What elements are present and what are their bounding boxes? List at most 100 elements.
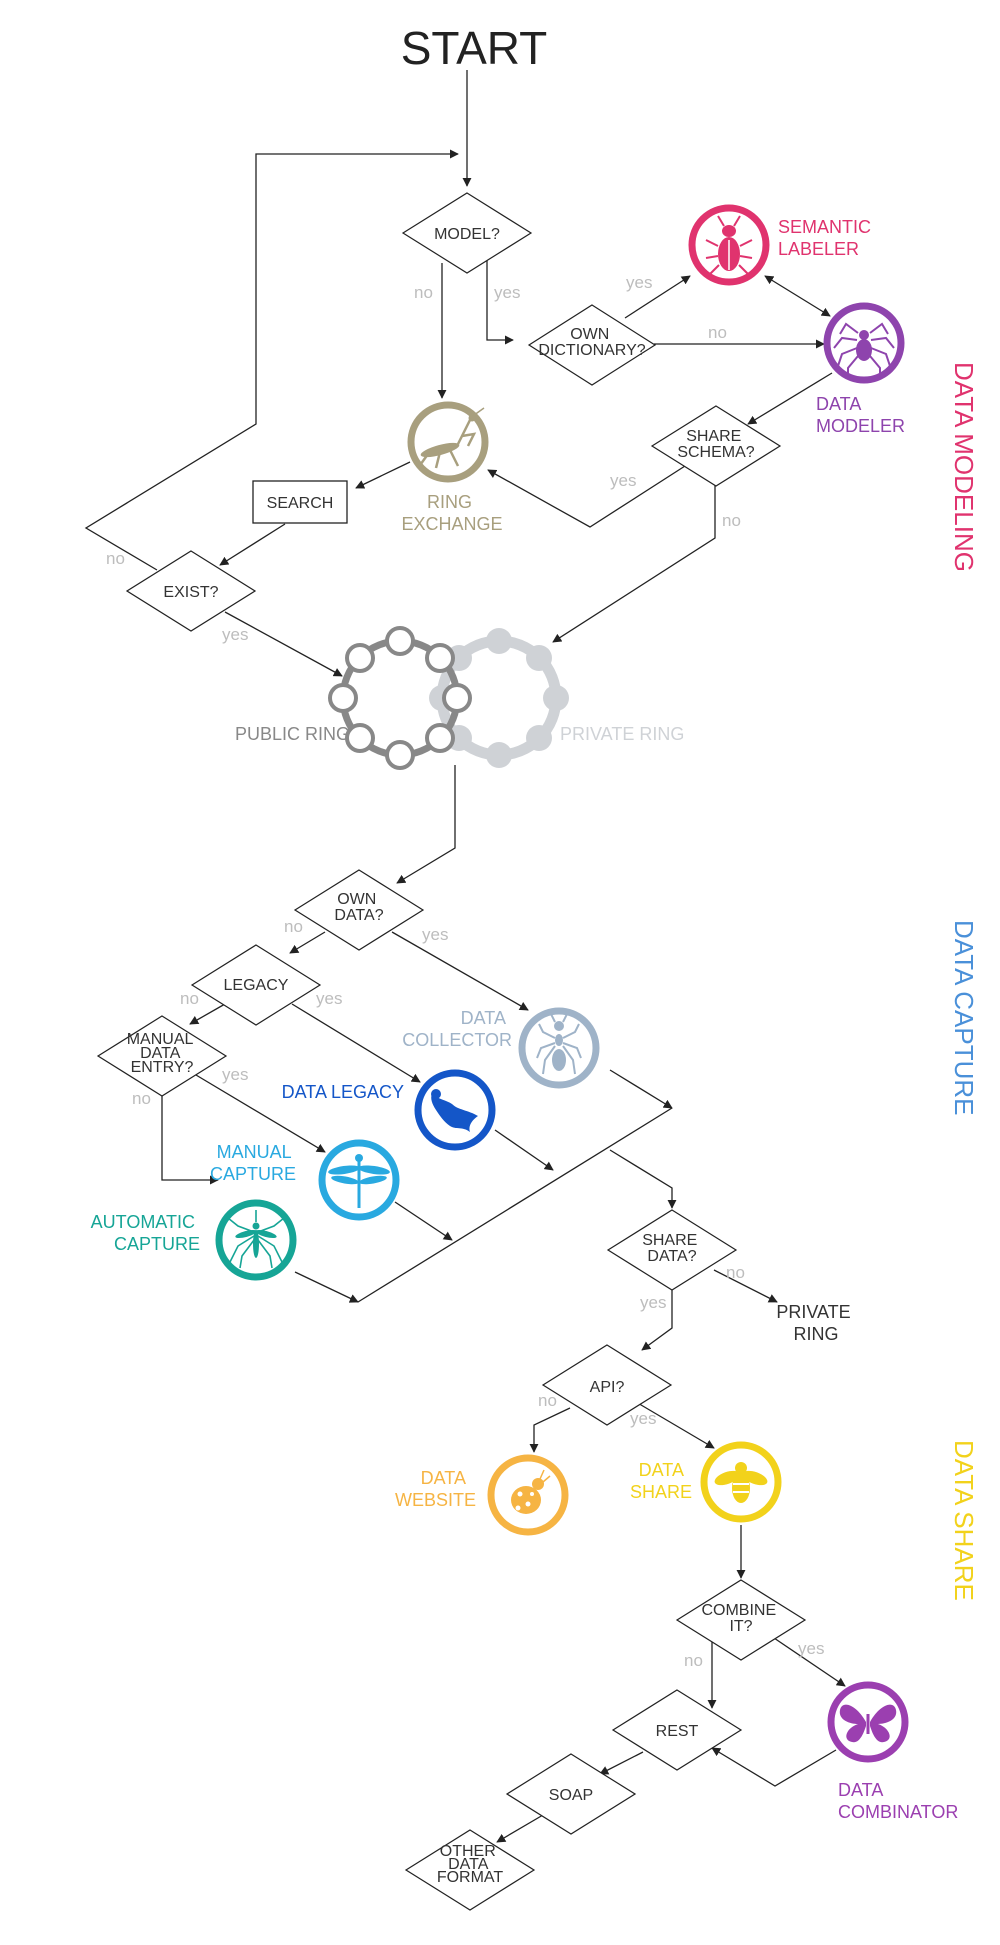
ladybug-icon bbox=[511, 1469, 551, 1514]
label-no: no bbox=[538, 1391, 557, 1410]
format-soap[interactable]: SOAP bbox=[505, 1753, 637, 1835]
role-automatic-capture[interactable]: AUTOMATIC CAPTURE bbox=[91, 1199, 297, 1281]
butterfly-icon bbox=[839, 1704, 897, 1743]
role-data-collector[interactable]: DATA COLLECTOR bbox=[402, 1007, 600, 1089]
label-yes: yes bbox=[222, 1065, 248, 1084]
decision-legacy[interactable]: LEGACY bbox=[190, 944, 322, 1026]
edge-schema-no-rings bbox=[552, 484, 716, 643]
role-data-modeler-label: DATA bbox=[816, 394, 861, 414]
edge-collector-merge bbox=[609, 1069, 673, 1109]
format-other-label: DATA bbox=[448, 1856, 489, 1873]
role-public-ring[interactable]: PUBLIC RING bbox=[235, 626, 472, 770]
edge-public-ring-own-data bbox=[396, 765, 456, 884]
role-data-modeler-label: MODELER bbox=[816, 416, 905, 436]
process-search[interactable]: SEARCH bbox=[252, 480, 348, 524]
role-data-website-label: DATA bbox=[421, 1468, 466, 1488]
format-rest-label: REST bbox=[656, 1723, 699, 1740]
decision-share-data-label: DATA? bbox=[647, 1248, 696, 1265]
label-yes: yes bbox=[630, 1409, 656, 1428]
decision-own-data[interactable]: OWN DATA? bbox=[293, 869, 425, 951]
role-private-ring[interactable]: PRIVATE RING bbox=[429, 628, 684, 768]
edge-merge-share-data bbox=[609, 1149, 677, 1209]
edge-merge-diagonal bbox=[357, 1107, 673, 1303]
role-data-collector-label: COLLECTOR bbox=[402, 1030, 512, 1050]
format-rest[interactable]: REST bbox=[611, 1689, 743, 1771]
role-manual-capture-label: CAPTURE bbox=[210, 1164, 296, 1184]
svg-text:RING EXCHANGE: RING EXCHANGE bbox=[401, 492, 502, 534]
role-ring-exchange-label: RING bbox=[427, 492, 472, 512]
role-ring-exchange[interactable]: RING EXCHANGE bbox=[401, 401, 503, 534]
edge-manual-capture-merge bbox=[394, 1201, 453, 1241]
edge-share-data-yes-api bbox=[641, 1290, 673, 1351]
label-yes: yes bbox=[422, 925, 448, 944]
decision-own-dictionary[interactable]: OWN DICTIONARY? bbox=[527, 304, 657, 386]
svg-text:DATA COMBINATOR: DATA COMBINATOR bbox=[838, 1780, 958, 1822]
decision-manual-data-entry[interactable]: MANUAL DATA ENTRY? bbox=[96, 1015, 228, 1097]
edges bbox=[84, 70, 846, 1843]
role-data-collector-label: DATA bbox=[461, 1008, 506, 1028]
edge-combine-yes-combinator bbox=[773, 1637, 846, 1687]
svg-text:PRIVATE RING[interactable]: PRIVATE RING bbox=[776, 1302, 855, 1344]
edge-own-data-yes-collector bbox=[391, 931, 529, 1011]
svg-text:SEMANTIC LABELER: SEMANTIC LABELER bbox=[778, 217, 876, 259]
role-data-legacy[interactable]: DATA LEGACY bbox=[282, 1069, 496, 1151]
decision-own-data-label: OWN bbox=[337, 891, 376, 908]
svg-text:MANUAL CAPTURE: MANUAL CAPTURE bbox=[210, 1142, 296, 1184]
format-other-label: OTHER bbox=[440, 1843, 496, 1860]
edge-exist-yes-public-ring bbox=[224, 611, 343, 677]
svg-text:AUTOMATIC CAPTURE: AUTOMATIC CAPTURE bbox=[91, 1212, 200, 1254]
label-no: no bbox=[722, 511, 741, 530]
role-data-legacy-label: DATA LEGACY bbox=[282, 1082, 404, 1102]
mosquito-icon bbox=[227, 1210, 285, 1269]
role-manual-capture[interactable]: MANUAL CAPTURE bbox=[210, 1139, 400, 1221]
label-yes: yes bbox=[610, 471, 636, 490]
section-data-modeling: DATA MODELING bbox=[949, 362, 979, 572]
label-no: no bbox=[132, 1089, 151, 1108]
dragonfly-icon bbox=[328, 1154, 390, 1208]
edge-labeler-modeler bbox=[764, 275, 831, 317]
role-data-website[interactable]: DATA WEBSITE bbox=[395, 1454, 569, 1536]
label-no: no bbox=[414, 283, 433, 302]
bat-icon bbox=[431, 1089, 478, 1132]
role-data-share-label: SHARE bbox=[630, 1482, 692, 1502]
edge-ring-exchange-search bbox=[355, 461, 411, 489]
label-yes: yes bbox=[316, 989, 342, 1008]
format-soap-label: SOAP bbox=[549, 1787, 593, 1804]
decision-share-data[interactable]: SHARE DATA? bbox=[606, 1209, 738, 1291]
label-no: no bbox=[684, 1651, 703, 1670]
beetle-icon bbox=[705, 215, 753, 277]
label-no: no bbox=[726, 1263, 745, 1282]
decision-combine-it[interactable]: COMBINE IT? bbox=[675, 1579, 807, 1661]
role-data-combinator[interactable]: DATA COMBINATOR bbox=[827, 1681, 958, 1822]
label-yes: yes bbox=[222, 625, 248, 644]
role-data-share-label: DATA bbox=[639, 1460, 684, 1480]
decision-exist[interactable]: EXIST? bbox=[125, 550, 257, 632]
role-data-share[interactable]: DATA SHARE bbox=[630, 1441, 782, 1523]
role-automatic-capture-label: AUTOMATIC bbox=[91, 1212, 195, 1232]
decision-model[interactable]: MODEL? bbox=[401, 192, 533, 274]
spider-icon bbox=[833, 322, 895, 378]
format-other-data[interactable]: OTHER DATA FORMAT bbox=[404, 1829, 536, 1911]
decision-manual-entry-label: DATA bbox=[140, 1045, 181, 1062]
process-search-label: SEARCH bbox=[267, 495, 334, 512]
decision-combine-label: COMBINE bbox=[701, 1602, 776, 1619]
role-semantic-labeler[interactable]: SEMANTIC LABELER bbox=[688, 204, 876, 286]
decision-api[interactable]: API? bbox=[541, 1344, 673, 1426]
role-data-combinator-label: DATA bbox=[838, 1780, 883, 1800]
role-private-ring-label: PRIVATE RING bbox=[560, 724, 684, 744]
decision-own-data-label: DATA? bbox=[334, 907, 383, 924]
edge-own-data-no-legacy bbox=[289, 931, 326, 954]
start-title: START bbox=[401, 22, 548, 74]
edge-api-no-website bbox=[529, 1407, 571, 1453]
decision-share-schema-label: SHARE bbox=[686, 428, 741, 445]
decision-share-data-label: SHARE bbox=[642, 1232, 697, 1249]
edge-combinator-rest bbox=[711, 1747, 837, 1787]
label-no: no bbox=[708, 323, 727, 342]
role-data-modeler[interactable]: DATA MODELER bbox=[816, 302, 905, 436]
label-yes: yes bbox=[494, 283, 520, 302]
edge-modeler-share-schema bbox=[747, 372, 833, 425]
decision-share-schema[interactable]: SHARE SCHEMA? bbox=[650, 405, 782, 487]
svg-text:COMBINE IT?: COMBINE IT? bbox=[701, 1602, 780, 1635]
edge-soap-other-format bbox=[496, 1814, 544, 1843]
